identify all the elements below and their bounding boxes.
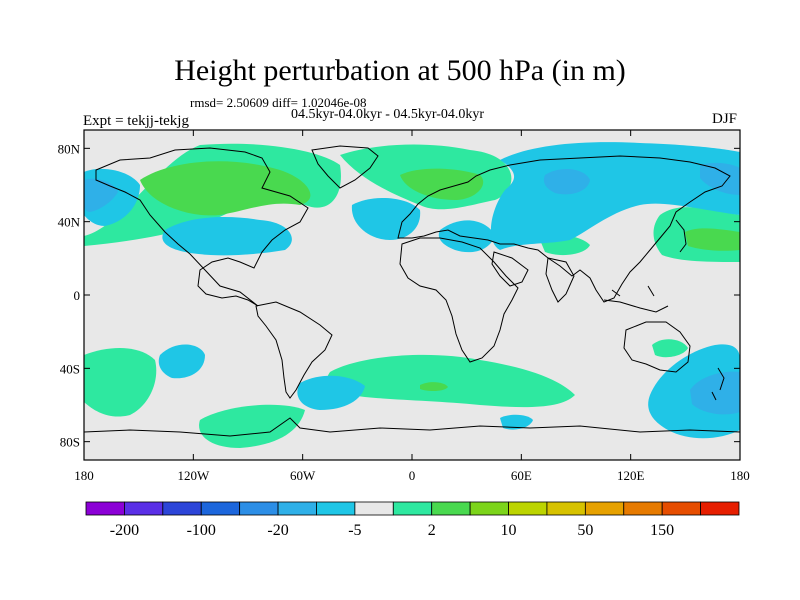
positive-anomaly-north-pacific-core <box>685 228 740 251</box>
colorbar-swatch <box>508 501 548 516</box>
colorbar-swatch <box>354 501 394 516</box>
negative-anomaly-south-indian-pacific-core <box>690 371 740 415</box>
colorbar-swatch <box>700 501 740 516</box>
x-axis: 180 120W 60W 0 60E 120E 180 <box>74 130 750 483</box>
x-tick-label: 120E <box>617 468 645 483</box>
colorbar-swatch <box>316 501 356 516</box>
positive-anomaly-canada-core <box>140 161 311 216</box>
colorbar-swatch <box>431 501 471 516</box>
x-tick-label: 0 <box>409 468 416 483</box>
coastline-europe-asia <box>397 155 731 303</box>
coastline-india <box>545 257 575 303</box>
y-tick-label: 80S <box>60 435 80 450</box>
y-tick-label: 80N <box>58 141 81 156</box>
colorbar-label: 10 <box>501 522 517 539</box>
colorbar-swatch <box>623 501 663 516</box>
negative-anomaly-siberia <box>490 142 740 250</box>
colorbar-swatch <box>584 501 625 516</box>
contour-field <box>84 142 740 448</box>
colorbar-label: 50 <box>577 522 593 539</box>
coastline-north-america <box>95 147 309 307</box>
coastline-antarctica <box>84 417 740 437</box>
negative-anomaly-nw-pacific-core <box>700 162 740 195</box>
x-tick-label: 180 <box>74 468 94 483</box>
coastline-japan <box>675 219 687 253</box>
negative-anomaly-south-atlantic <box>297 375 365 410</box>
positive-anomaly-south-pacific-west <box>84 348 157 417</box>
x-tick-label: 60W <box>290 468 316 483</box>
colorbar-label: 150 <box>650 522 674 539</box>
negative-anomaly-east-us <box>162 217 292 256</box>
colorbar-label: -100 <box>187 522 216 539</box>
positive-anomaly-australia <box>652 339 688 358</box>
coastline-maritime-se-asia <box>603 285 669 313</box>
coastline-greenland <box>311 145 379 189</box>
colorbar-swatch <box>546 501 586 516</box>
negative-anomaly-south-pacific <box>158 344 205 379</box>
experiments-line: 04.5kyr-04.0kyr - 04.5kyr-04.0kyr <box>291 107 485 122</box>
y-axis: 80N 40N 0 40S 80S <box>58 141 740 450</box>
x-tick-label: 120W <box>177 468 210 483</box>
coastline-arabia <box>491 251 529 287</box>
x-tick-label: 180 <box>730 468 750 483</box>
season-label: DJF <box>712 111 738 127</box>
coastline-south-america <box>255 301 333 399</box>
negative-anomaly-mediterranean <box>438 220 495 253</box>
colorbar-label: -5 <box>348 522 361 539</box>
colorbar-swatch <box>239 501 279 516</box>
colorbar-label: -20 <box>267 522 288 539</box>
y-tick-label: 40S <box>60 361 80 376</box>
colorbar-swatch <box>277 501 317 516</box>
colorbar-label: -200 <box>110 522 139 539</box>
coastlines <box>84 145 740 437</box>
x-tick-label: 60E <box>511 468 532 483</box>
positive-anomaly-south-pacific-east <box>199 404 305 448</box>
colorbar-swatch <box>661 501 701 516</box>
colorbar-swatch <box>392 501 433 516</box>
negative-anomaly-antarctic-atlantic <box>500 414 533 430</box>
colorbar: -200 -100 -20 -5 2 10 50 150 <box>85 501 740 539</box>
plot-title: Height perturbation at 500 hPa (in m) <box>174 54 626 87</box>
colorbar-swatch <box>469 501 509 516</box>
colorbar-label: 2 <box>428 522 436 539</box>
positive-anomaly-southern-ocean-core <box>420 382 448 392</box>
y-tick-label: 40N <box>58 215 81 230</box>
colorbar-swatch <box>85 501 125 516</box>
colorbar-swatch <box>200 501 241 516</box>
negative-anomaly-siberia-core <box>543 168 590 195</box>
coastline-africa <box>399 237 519 363</box>
negative-anomaly-atlantic <box>351 198 421 240</box>
expt-label: Expt = tekjj-tekjg <box>83 113 189 129</box>
colorbar-swatch <box>162 501 202 516</box>
positive-anomaly-southern-ocean <box>326 354 575 408</box>
coastline-new-zealand <box>711 367 725 401</box>
colorbar-swatch <box>124 501 164 516</box>
negative-anomaly-alaska-core <box>84 178 118 212</box>
stats-line: rmsd= 2.50609 diff= 1.02046e-08 <box>190 95 367 110</box>
coastline-australia <box>623 321 691 373</box>
y-tick-label: 0 <box>74 288 81 303</box>
positive-anomaly-scandinavia <box>400 168 484 200</box>
